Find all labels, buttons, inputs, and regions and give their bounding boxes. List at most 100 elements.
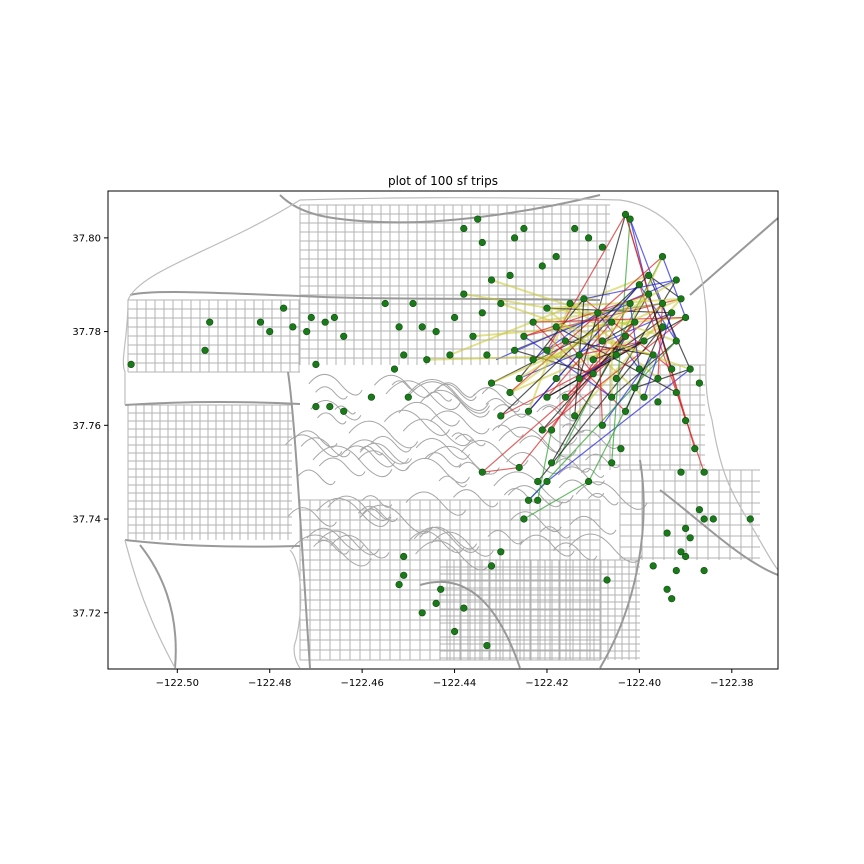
trip-endpoint-121 — [487, 562, 496, 570]
x-tick-label-2: −122.46 — [340, 678, 383, 689]
trip-endpoint-19 — [446, 351, 454, 359]
trip-line-40 — [634, 368, 691, 389]
trip-endpoint-18 — [432, 328, 440, 336]
trip-endpoint-55 — [695, 379, 704, 387]
trip-line-89 — [643, 312, 673, 398]
trip-line-3 — [449, 274, 649, 356]
trip-endpoint-75 — [497, 412, 505, 420]
trip-endpoint-107 — [520, 332, 528, 340]
trip-endpoint-54 — [686, 365, 694, 373]
trip-endpoint-29 — [469, 332, 477, 340]
trip-endpoint-104 — [552, 323, 560, 331]
trip-endpoint-82 — [534, 496, 542, 504]
trip-endpoint-92 — [631, 318, 639, 326]
trip-endpoint-0 — [127, 360, 135, 369]
x-tick-label-6: −122.38 — [710, 678, 753, 689]
trip-line-69 — [602, 321, 636, 342]
trip-endpoint-28 — [460, 290, 468, 298]
street-curves — [285, 373, 648, 571]
trip-endpoint-112 — [575, 351, 583, 359]
trip-endpoint-9 — [312, 360, 320, 369]
y-axis: 37.72 37.74 37.76 37.78 37.80 — [72, 233, 108, 619]
x-tick-label-4: −122.42 — [525, 678, 568, 689]
trip-endpoint-76 — [487, 379, 496, 387]
trip-endpoint-144 — [700, 566, 708, 575]
y-tick-label-1: 37.74 — [72, 515, 101, 526]
trip-endpoint-78 — [515, 463, 523, 472]
trip-line-85 — [578, 354, 617, 380]
trip-endpoint-71 — [538, 426, 546, 434]
trip-endpoint-5 — [280, 304, 288, 312]
trip-endpoint-136 — [681, 552, 690, 561]
trip-endpoint-102 — [580, 295, 588, 303]
trip-endpoint-16 — [409, 299, 417, 308]
trip-line-62 — [648, 275, 691, 370]
trip-endpoint-83 — [520, 515, 528, 523]
trip-endpoint-40 — [538, 262, 546, 270]
trip-endpoint-137 — [672, 566, 680, 575]
trip-endpoint-96 — [668, 309, 676, 317]
trip-endpoint-33 — [497, 299, 505, 308]
trip-endpoint-1 — [201, 346, 209, 354]
trip-endpoint-73 — [515, 374, 523, 383]
trip-endpoint-89 — [598, 337, 607, 345]
trip-endpoint-44 — [598, 243, 607, 251]
trip-endpoint-27 — [451, 313, 459, 322]
trip-line-73 — [482, 466, 520, 473]
trip-endpoint-8 — [307, 313, 315, 322]
trip-line-94 — [597, 312, 603, 426]
trip-endpoint-10 — [321, 318, 329, 326]
trip-line-36 — [615, 279, 677, 379]
trip-endpoint-39 — [520, 224, 528, 233]
trip-endpoint-128 — [395, 580, 403, 589]
y-tick-label-0: 37.72 — [72, 608, 101, 619]
trip-endpoints-layer — [127, 210, 754, 650]
trip-endpoint-100 — [608, 318, 616, 326]
trip-endpoint-139 — [686, 534, 694, 542]
trip-line-90 — [657, 303, 664, 379]
trip-line-80 — [509, 256, 663, 393]
trip-endpoint-87 — [575, 374, 583, 383]
trip-endpoint-81 — [524, 496, 533, 504]
street-grid-sunset — [127, 404, 292, 540]
street-grid-richmond — [127, 299, 300, 373]
trip-endpoint-15 — [400, 351, 408, 359]
trip-endpoint-129 — [400, 571, 408, 579]
trip-line-92 — [629, 303, 640, 370]
x-tick-label-1: −122.48 — [248, 678, 291, 689]
trip-endpoint-36 — [474, 215, 482, 223]
trip-line-9 — [546, 368, 691, 482]
trip-endpoint-51 — [677, 295, 685, 303]
trip-line-42 — [426, 354, 617, 361]
y-tick-label-2: 37.76 — [72, 421, 101, 432]
trip-endpoint-103 — [566, 299, 574, 308]
trip-endpoint-115 — [621, 407, 630, 415]
trip-endpoint-52 — [681, 313, 690, 322]
trip-endpoint-63 — [612, 374, 620, 383]
trip-endpoint-109 — [529, 356, 537, 364]
trip-endpoint-46 — [626, 215, 634, 223]
trip-endpoint-22 — [326, 403, 334, 411]
trip-endpoint-49 — [658, 253, 667, 261]
trip-line-76 — [523, 480, 589, 520]
trip-line-35 — [661, 256, 687, 318]
trip-endpoint-98 — [644, 290, 653, 298]
trip-endpoint-133 — [663, 585, 671, 593]
trip-endpoint-91 — [621, 332, 630, 340]
trip-line-64 — [583, 279, 677, 300]
trip-endpoint-123 — [432, 599, 440, 608]
trip-endpoint-141 — [695, 506, 704, 514]
trip-endpoint-42 — [571, 224, 579, 233]
trip-line-59 — [578, 214, 627, 379]
trip-endpoint-111 — [561, 337, 570, 345]
trip-endpoint-74 — [506, 388, 514, 397]
trip-endpoint-124 — [418, 609, 426, 617]
trip-endpoint-140 — [681, 524, 690, 533]
trip-endpoint-45 — [621, 210, 630, 218]
trip-endpoint-7 — [303, 328, 311, 336]
trip-endpoint-126 — [460, 604, 468, 612]
trip-endpoint-37 — [478, 238, 486, 247]
trip-endpoint-48 — [644, 271, 653, 280]
trip-endpoint-31 — [483, 351, 491, 359]
